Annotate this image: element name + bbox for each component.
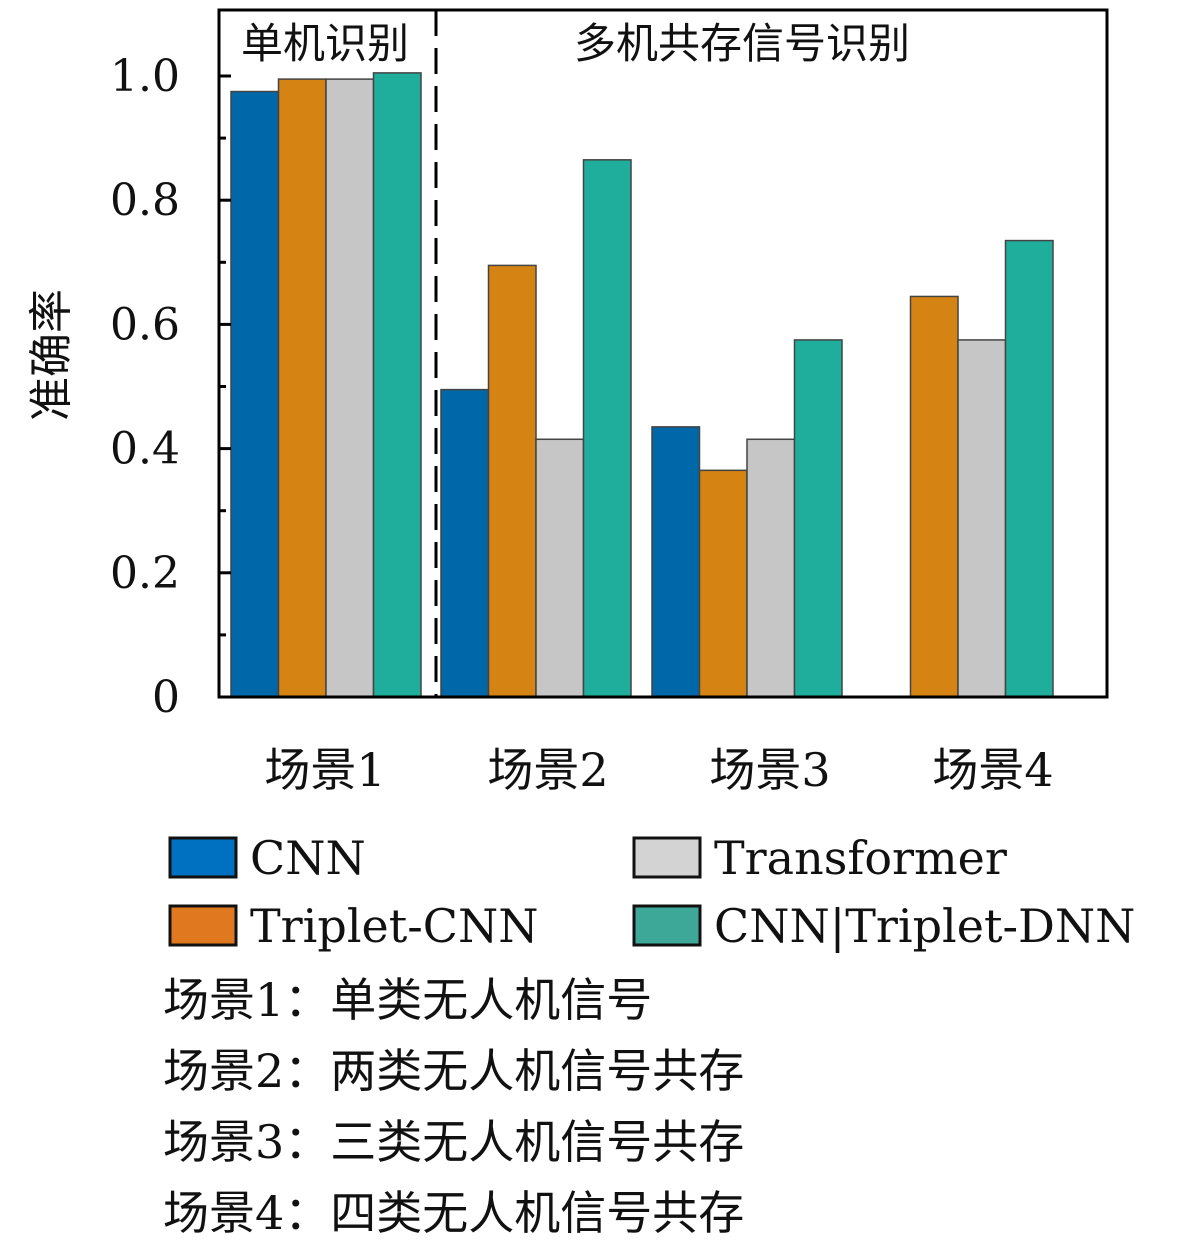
scene-notes: 场景1：单类无人机信号场景2：两类无人机信号共存场景3：三类无人机信号共存场景4… [163, 973, 744, 1240]
legend-swatch [168, 904, 238, 947]
legend-label: Triplet-CNN [250, 899, 539, 953]
y-tick-label: 0.4 [110, 424, 180, 475]
legend-label: CNN [250, 831, 366, 885]
y-tick-label: 0.6 [110, 299, 180, 350]
bars-layer [230, 72, 1054, 698]
scene-note: 场景2：两类无人机信号共存 [163, 1044, 744, 1098]
bar-cnn-triplet-dnn-1 [372, 72, 422, 698]
bar-cnn-triplet-dnn-3 [793, 339, 843, 698]
x-tick-label: 场景2 [487, 743, 608, 797]
bar-cnn-1 [230, 90, 280, 698]
x-tick-label: 场景1 [264, 743, 385, 797]
x-axis: 场景1 场景2 场景3 场景4 [264, 743, 1053, 797]
legend-swatch [632, 904, 702, 947]
bar-cnn-2 [440, 388, 490, 698]
bar-transformer-3 [746, 438, 796, 698]
legend-swatch [632, 836, 702, 879]
y-tick-label: 0.2 [110, 548, 180, 599]
y-tick-label: 1.0 [110, 51, 180, 102]
bar-transformer-1 [325, 78, 375, 698]
legend-swatch [168, 836, 238, 879]
bar-cnn-triplet-dnn-4 [1004, 239, 1054, 698]
bar-transformer-4 [957, 339, 1007, 698]
legend: CNN Triplet-CNN Transformer CNN|Triplet-DNN [168, 831, 1135, 953]
scene-note: 场景1：单类无人机信号 [163, 973, 652, 1027]
bar-transformer-2 [535, 438, 585, 698]
bar-cnn-3 [651, 426, 701, 698]
region-label-single: 单机识别 [241, 19, 409, 68]
plot-frame [217, 8, 1109, 699]
bar-triplet-cnn-4 [909, 295, 959, 698]
scene-note: 场景4：四类无人机信号共存 [163, 1186, 744, 1240]
bar-triplet-cnn-2 [487, 264, 537, 698]
bar-triplet-cnn-3 [698, 469, 748, 698]
legend-label: CNN|Triplet-DNN [714, 899, 1135, 953]
y-tick-label: 0 [152, 672, 180, 723]
bar-cnn-triplet-dnn-2 [582, 159, 632, 698]
bar-triplet-cnn-1 [277, 78, 327, 698]
x-tick-label: 场景4 [932, 743, 1053, 797]
y-axis: 0 0.2 0.4 0.6 0.8 1.0 [110, 51, 231, 723]
legend-label: Transformer [714, 831, 1007, 885]
y-axis-label: 准确率 [26, 289, 77, 421]
region-label-multi: 多机共存信号识别 [574, 19, 910, 68]
y-tick-label: 0.8 [110, 175, 180, 226]
x-tick-label: 场景3 [709, 743, 830, 797]
scene-note: 场景3：三类无人机信号共存 [163, 1115, 744, 1169]
